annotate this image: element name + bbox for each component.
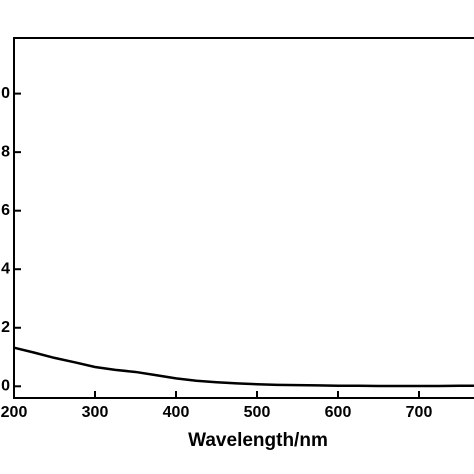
x-axis-label: Wavelength/nm (188, 430, 328, 451)
data-line (13, 346, 474, 388)
y-tick-label: 0.8 (0, 143, 10, 160)
x-tick-label: 500 (244, 404, 271, 421)
y-tick-label: 1.0 (0, 85, 10, 102)
plot-frame (13, 37, 474, 399)
x-tick-label: 200 (1, 404, 28, 421)
x-tick-label: 600 (325, 404, 352, 421)
x-tick-label: 700 (406, 404, 433, 421)
x-tick-label: 400 (163, 404, 190, 421)
x-tick-label: 300 (82, 404, 109, 421)
y-tick-label: 0.6 (0, 202, 10, 219)
y-tick-label: 0.2 (0, 319, 10, 336)
y-tick-label: 0.4 (0, 260, 10, 277)
y-tick-label: 0.0 (0, 378, 10, 395)
